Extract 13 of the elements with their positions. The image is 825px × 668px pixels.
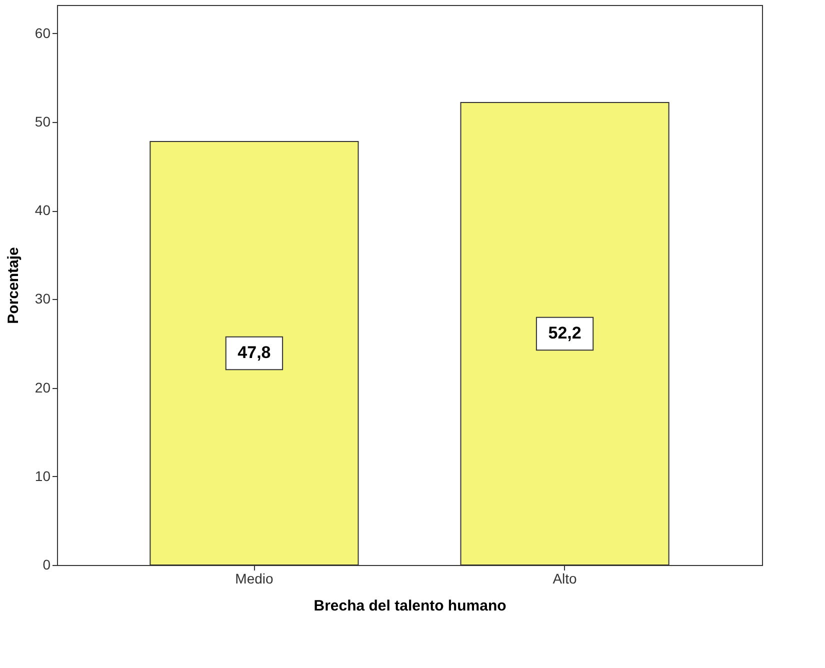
x-tick-label: Alto (552, 570, 578, 586)
x-tick-label: Medio (235, 570, 274, 586)
y-tick-label: 20 (34, 379, 51, 396)
y-tick-label: 30 (34, 290, 51, 307)
y-tick-label: 40 (34, 202, 51, 218)
y-tick-label: 0 (42, 556, 51, 572)
y-tick-label: 10 (34, 468, 51, 484)
y-tick-label: 50 (34, 113, 51, 130)
data-label: 47,8 (238, 343, 271, 362)
data-label: 52,2 (548, 324, 582, 343)
x-axis-title: Brecha del talento humano (314, 598, 506, 614)
y-tick-label: 60 (34, 24, 51, 41)
y-axis-title: Porcentaje (4, 247, 22, 324)
